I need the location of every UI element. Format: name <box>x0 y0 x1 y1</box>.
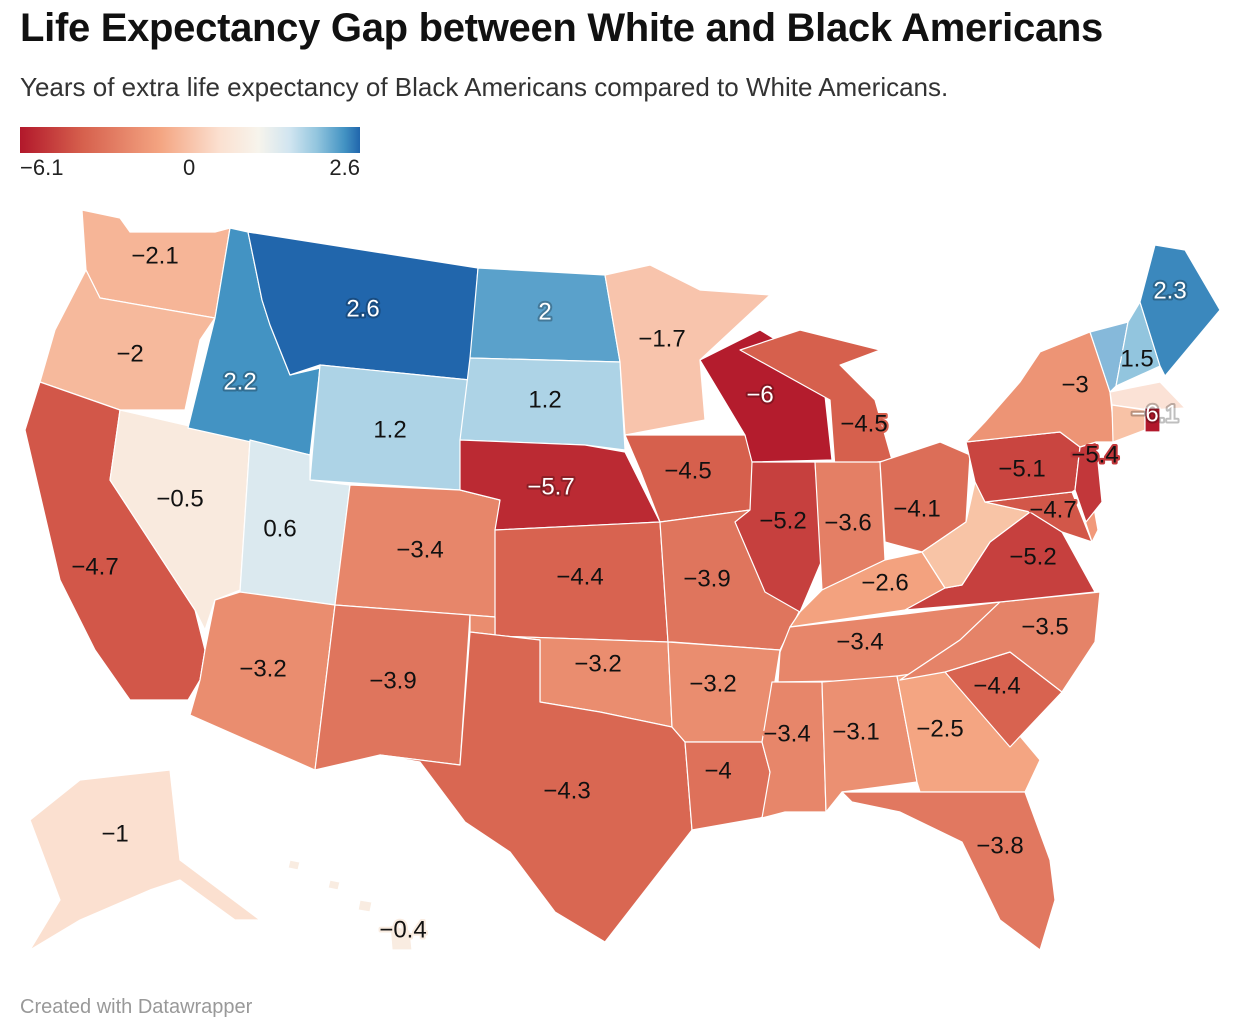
state-label-ca: −4.7 <box>71 553 118 580</box>
state-label-va: −5.2 <box>1009 543 1056 570</box>
state-ny[interactable] <box>965 331 1116 448</box>
chart-subtitle: Years of extra life expectancy of Black … <box>20 72 949 102</box>
legend-max-label: 2.6 <box>329 155 360 180</box>
state-label-me: 2.3 <box>1153 277 1186 304</box>
state-label-tn: −3.4 <box>836 628 883 655</box>
state-label-nh: 1.5 <box>1120 345 1153 372</box>
state-label-ky: −2.6 <box>861 569 908 596</box>
state-label-mn: −1.7 <box>638 325 685 352</box>
state-label-fl: −3.8 <box>976 832 1023 859</box>
state-nc[interactable] <box>899 591 1101 693</box>
state-label-ri: −6.1 <box>1131 400 1178 427</box>
state-label-mt: 2.6 <box>346 295 379 322</box>
state-label-co: −3.4 <box>396 536 443 563</box>
chart-title: Life Expectancy Gap between White and Bl… <box>20 6 1103 50</box>
state-label-ak: −1 <box>101 820 128 847</box>
state-label-in: −3.6 <box>824 509 871 536</box>
legend-min-label: −6.1 <box>20 155 64 180</box>
legend-mid-label: 0 <box>183 155 196 180</box>
state-fl[interactable] <box>841 791 1056 951</box>
state-label-ok: −3.2 <box>574 650 621 677</box>
state-label-ia: −4.5 <box>664 457 711 484</box>
state-ma[interactable] <box>1109 381 1186 411</box>
datawrapper-credit[interactable]: Created with Datawrapper <box>20 996 253 1018</box>
state-label-nj: −5.4 <box>1071 441 1118 468</box>
state-label-oh: −4.1 <box>893 495 940 522</box>
state-label-ar: −3.2 <box>689 670 736 697</box>
state-ak[interactable] <box>29 769 261 951</box>
state-mi[interactable] <box>739 329 893 469</box>
state-me[interactable] <box>1139 244 1221 377</box>
state-label-wy: 1.2 <box>373 416 406 443</box>
state-label-md: −4.7 <box>1029 496 1076 523</box>
state-label-tx: −4.3 <box>543 777 590 804</box>
state-or[interactable] <box>39 269 216 411</box>
state-label-hi: −0.4 <box>379 916 426 943</box>
state-al[interactable] <box>821 675 918 813</box>
state-ri[interactable] <box>1144 407 1161 433</box>
state-label-ne: −5.7 <box>527 473 574 500</box>
state-label-la: −4 <box>704 757 731 784</box>
state-label-nv: −0.5 <box>156 485 203 512</box>
state-ms[interactable] <box>761 681 827 819</box>
state-label-il: −5.2 <box>759 507 806 534</box>
legend-gradient-bar <box>20 127 360 153</box>
state-label-nd: 2 <box>538 298 551 325</box>
state-label-nc: −3.5 <box>1021 613 1068 640</box>
state-sd[interactable] <box>459 357 626 451</box>
state-label-ny: −3 <box>1061 371 1088 398</box>
state-label-or: −2 <box>116 340 143 367</box>
state-tx[interactable] <box>379 631 693 943</box>
state-label-ms: −3.4 <box>763 720 810 747</box>
state-label-ks: −4.4 <box>556 563 603 590</box>
state-label-wi: −6 <box>746 381 773 408</box>
state-label-ut: 0.6 <box>263 515 296 542</box>
state-label-id: 2.2 <box>223 368 256 395</box>
state-label-mo: −3.9 <box>683 565 730 592</box>
state-label-sc: −4.4 <box>973 672 1020 699</box>
state-label-ga: −2.5 <box>916 715 963 742</box>
state-label-al: −3.1 <box>832 718 879 745</box>
state-label-nm: −3.9 <box>369 667 416 694</box>
state-label-wa: −2.1 <box>131 242 178 269</box>
state-label-az: −3.2 <box>239 655 286 682</box>
state-hi[interactable] <box>287 859 413 951</box>
state-label-mi: −4.5 <box>840 410 887 437</box>
state-label-sd: 1.2 <box>528 386 561 413</box>
color-legend: −6.1 0 2.6 <box>20 127 360 180</box>
state-label-pa: −5.1 <box>998 455 1045 482</box>
